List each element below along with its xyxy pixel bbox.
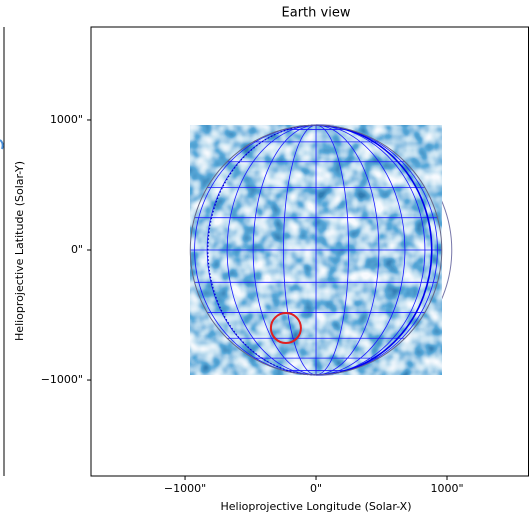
plot-area (189, 124, 453, 376)
x-tick-label: 1000" (430, 482, 463, 495)
neighbor-panel-mark (0, 139, 4, 150)
y-axis-label: Helioprojective Latitude (Solar-Y) (13, 161, 26, 341)
x-tick-label: −1000" (164, 482, 206, 495)
highlight-marker (269, 312, 302, 345)
limb-edge (316, 124, 433, 376)
axes: −1000" 0" 1000" −1000" 0" 1000" (41, 113, 464, 495)
limb-dotted (207, 124, 317, 376)
y-tick-label: 1000" (50, 113, 83, 126)
chart-title: Earth view (282, 6, 351, 21)
x-tick-label: 0" (310, 482, 322, 495)
x-axis-label: Helioprojective Longitude (Solar-X) (221, 500, 412, 513)
limb (189, 124, 443, 376)
y-tick-label: −1000" (41, 373, 83, 386)
coordinate-grid (190, 124, 442, 376)
y-tick-label: 0" (71, 243, 83, 256)
